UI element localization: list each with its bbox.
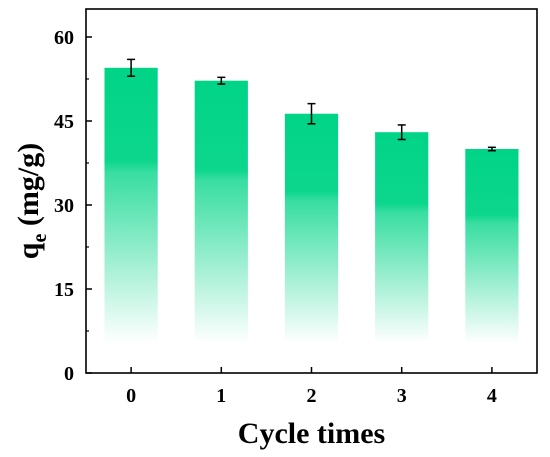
y-axis: 0 15 30 45 60 bbox=[54, 27, 92, 385]
y-tick-label: 45 bbox=[54, 111, 74, 133]
x-axis: 0 1 2 3 4 bbox=[126, 367, 497, 407]
bar bbox=[194, 80, 248, 344]
y-axis-title-main: q bbox=[12, 242, 45, 259]
bar bbox=[465, 149, 519, 344]
y-tick-label: 15 bbox=[54, 279, 74, 301]
x-tick-label: 0 bbox=[126, 385, 136, 407]
y-tick-label: 30 bbox=[54, 195, 74, 217]
x-tick-label: 4 bbox=[487, 385, 497, 407]
y-axis-title: qe (mg/g) bbox=[12, 143, 51, 259]
bar bbox=[104, 67, 158, 344]
y-axis-title-unit: (mg/g) bbox=[12, 143, 45, 234]
bar-series bbox=[104, 67, 519, 344]
y-tick-label: 0 bbox=[64, 363, 74, 385]
bar bbox=[284, 113, 339, 344]
x-tick-label: 3 bbox=[397, 385, 407, 407]
bar bbox=[375, 132, 429, 344]
x-axis-title: Cycle times bbox=[238, 417, 385, 450]
x-tick-label: 1 bbox=[216, 385, 226, 407]
x-tick-label: 2 bbox=[307, 385, 317, 407]
y-tick-label: 60 bbox=[54, 27, 74, 49]
y-axis-title-subscript: e bbox=[29, 234, 51, 243]
error-bar-series bbox=[127, 58, 496, 152]
